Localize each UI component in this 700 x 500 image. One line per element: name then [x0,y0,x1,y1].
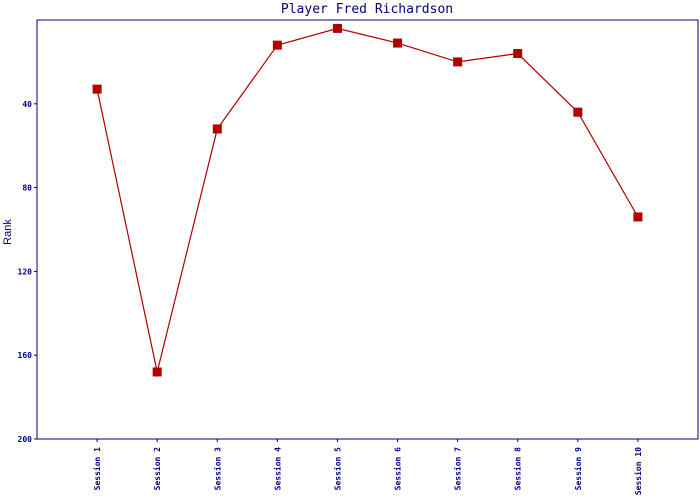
x-tick-label: Session 8 [513,447,523,491]
marker [152,367,162,377]
marker [453,57,463,67]
x-tick-label: Session 6 [393,447,403,491]
y-tick-label: 200 [18,435,33,444]
x-tick-label: Session 7 [453,447,463,491]
marker [272,40,282,50]
x-tick-label: Session 4 [272,447,282,491]
marker [633,212,643,222]
y-tick-label: 120 [18,267,33,276]
x-tick-label: Session 5 [332,447,342,491]
plot-frame [36,19,699,440]
marker [212,124,222,134]
x-tick-label: Session 3 [212,447,222,491]
line [96,27,639,373]
marker [332,23,342,33]
marker [393,38,403,48]
y-tick-label: 80 [22,184,32,193]
marker [513,49,523,59]
x-tick-label: Session 1 [92,447,102,491]
y-tick-label: 40 [22,100,32,109]
marker [573,107,583,117]
y-axis-label: Rank [2,219,14,245]
x-tick-label: Session 9 [573,447,583,491]
x-tick-label: Session 2 [152,447,162,491]
x-tick-label: Session 10 [633,447,643,495]
chart-title: Player Fred Richardson [281,2,453,17]
y-tick-label: 160 [18,351,33,360]
marker [92,84,102,94]
